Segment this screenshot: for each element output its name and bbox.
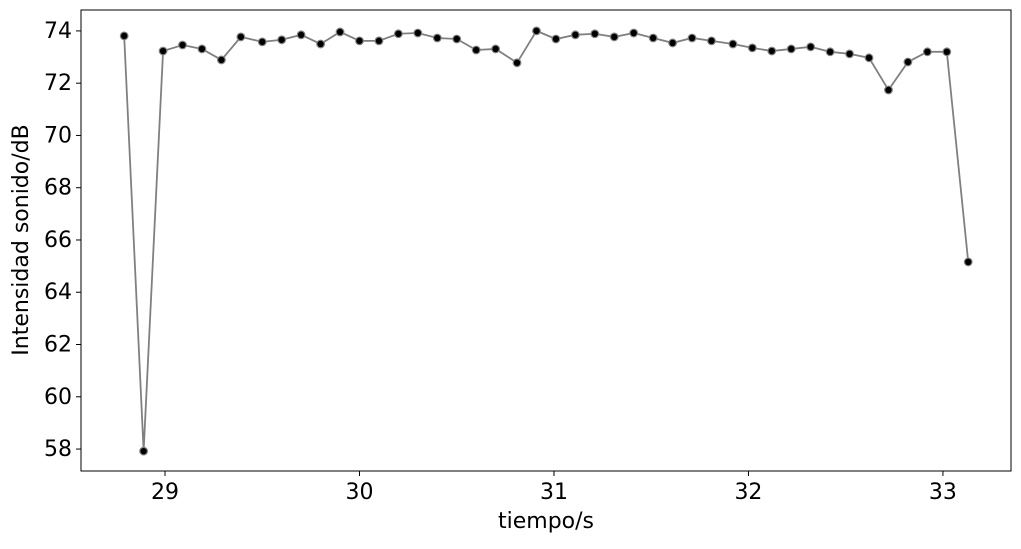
point	[728, 39, 738, 49]
x-tick-label: 30	[345, 480, 373, 505]
series-line	[123, 29, 970, 452]
point	[296, 30, 306, 40]
point	[119, 31, 129, 41]
y-tick-label: 70	[44, 123, 72, 148]
point	[551, 34, 561, 44]
point	[277, 35, 287, 45]
point	[471, 45, 481, 55]
point	[590, 29, 600, 39]
point	[236, 32, 246, 42]
point	[629, 28, 639, 38]
x-tick-label: 31	[540, 480, 568, 505]
point	[806, 42, 816, 52]
point	[825, 47, 835, 57]
point	[963, 257, 973, 267]
point	[335, 27, 345, 37]
point	[257, 37, 267, 47]
point	[609, 32, 619, 42]
y-tick-label: 64	[44, 280, 72, 305]
x-axis-label: tiempo/s	[498, 509, 594, 534]
y-tick-label: 72	[44, 71, 72, 96]
point	[158, 46, 168, 56]
point	[845, 49, 854, 59]
point	[432, 33, 442, 43]
x-tick-label: 32	[734, 480, 762, 505]
x-tick-label: 33	[929, 480, 957, 505]
point	[532, 26, 541, 36]
point	[668, 38, 678, 48]
y-tick-label: 74	[44, 19, 72, 44]
point	[491, 44, 501, 54]
y-tick-label: 62	[44, 333, 72, 358]
point	[570, 30, 580, 40]
point	[786, 44, 796, 54]
point	[648, 33, 658, 43]
y-axis-label: Intensidad sonido/dB	[9, 124, 34, 355]
point	[413, 28, 423, 38]
point	[197, 44, 207, 54]
point	[942, 47, 952, 57]
point	[393, 29, 403, 39]
x-tick-label: 29	[151, 480, 179, 505]
point	[178, 40, 187, 50]
y-tick-label: 58	[44, 437, 72, 462]
point	[355, 36, 364, 46]
point	[903, 57, 913, 67]
point	[512, 58, 522, 68]
y-tick-label: 68	[44, 176, 72, 201]
point	[687, 33, 697, 43]
point	[922, 47, 932, 57]
point	[217, 55, 226, 65]
point	[452, 34, 462, 44]
y-tick-label: 60	[44, 385, 72, 410]
point	[707, 36, 716, 46]
plot-frame	[80, 9, 1012, 472]
point	[316, 39, 325, 49]
point	[374, 36, 384, 46]
y-tick-label: 66	[44, 228, 72, 253]
point	[747, 43, 757, 53]
point	[864, 53, 874, 63]
point	[884, 85, 893, 95]
point	[139, 446, 149, 456]
point	[767, 46, 777, 56]
